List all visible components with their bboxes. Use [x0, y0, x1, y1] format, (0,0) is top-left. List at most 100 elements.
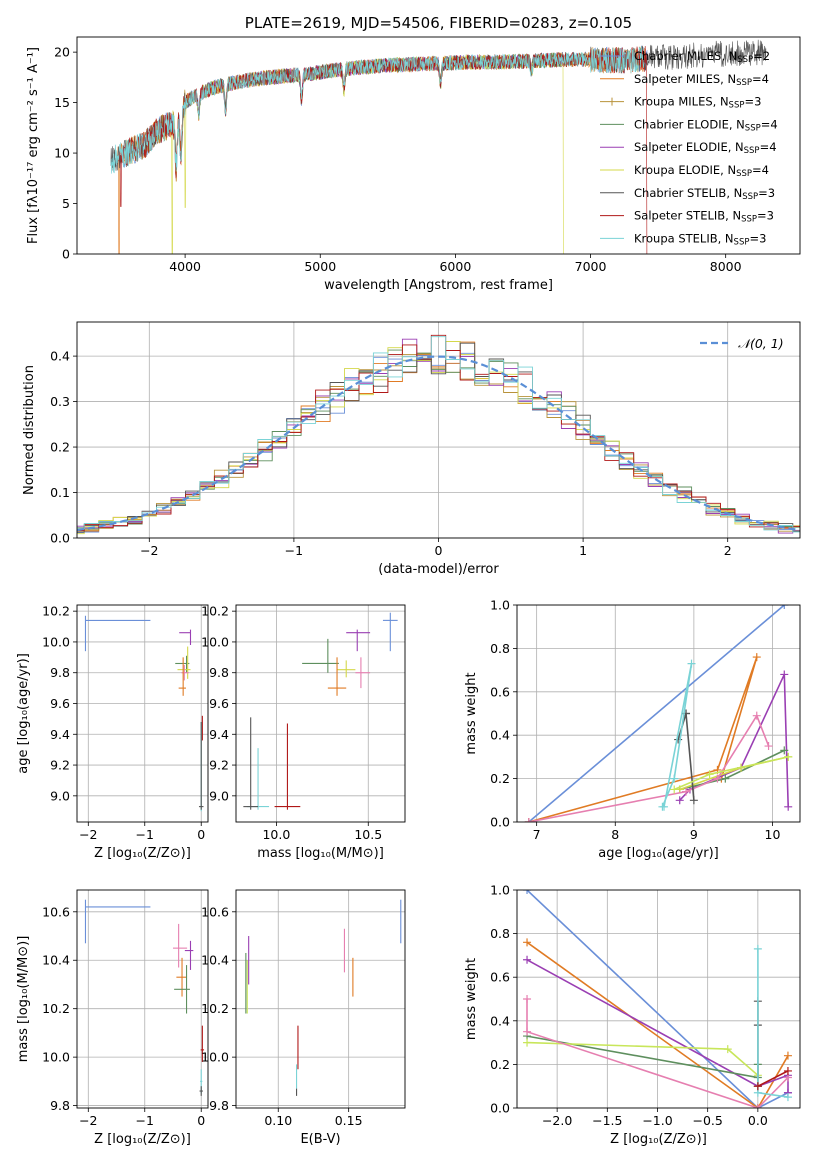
- y-tick-label: 10.0: [42, 634, 70, 649]
- legend-label-suffix: =3: [744, 95, 761, 109]
- errorbar-point: [176, 957, 187, 997]
- plot-area-weight_vs_Z: [517, 890, 800, 1108]
- legend-label-suffix: =3: [749, 231, 766, 245]
- chart-age_vs_Z: −2 −1 0 9.0 9.2 9.4 9.6 9.8 10.0 10.2 Z [log₁₀(Z/Z…: [16, 604, 209, 861]
- x-tick-label: 2: [724, 543, 732, 558]
- x-tick-label: 0.0: [748, 1113, 768, 1128]
- weight-marker: [783, 1093, 792, 1102]
- weight-marker: [721, 774, 730, 783]
- y-tick-label: 9.2: [209, 758, 229, 773]
- gridlines: [517, 890, 800, 1108]
- weight-marker: [780, 746, 789, 755]
- errorbar-point: [200, 1025, 205, 1062]
- x-axis-label: age [log₁₀(age/yr)]: [598, 846, 719, 861]
- gridlines: [77, 605, 208, 822]
- x-tick-label: 0.10: [264, 1113, 292, 1128]
- x-tick-label: 4000: [169, 259, 201, 274]
- x-tick-label: 0: [197, 1113, 205, 1128]
- y-axis-label: mass weight: [464, 958, 479, 1040]
- x-tick-label: −2: [79, 1113, 97, 1128]
- weight-series: [524, 605, 789, 822]
- weight-marker: [524, 818, 533, 822]
- y-tick-label: 1.0: [490, 883, 510, 898]
- legend-label-sub: SSP: [744, 146, 760, 156]
- errorbar-point: [178, 657, 186, 696]
- legend-label-sub: SSP: [736, 78, 752, 88]
- y-tick-label: 10.0: [201, 1050, 229, 1065]
- legend-label: Kroupa MILES, NSSP=3: [634, 95, 761, 111]
- y-tick-label: 15: [54, 95, 70, 110]
- plot-area-mass_vs_ebv: [236, 890, 405, 1108]
- x-axis-label: Z [log₁₀(Z/Z⊙)]: [610, 1132, 707, 1147]
- errorbar-point: [84, 899, 151, 944]
- y-tick-label: 9.4: [209, 727, 229, 742]
- weight-line: [526, 959, 789, 1093]
- weight-series: [524, 711, 773, 822]
- legend-label-text: Kroupa MILES, N: [634, 95, 729, 109]
- x-tick-label: −2: [79, 827, 97, 842]
- weight-marker: [523, 995, 532, 1003]
- weight-marker: [723, 1045, 732, 1054]
- y-axis-label: mass weight: [464, 672, 479, 754]
- weight-marker: [705, 770, 714, 779]
- chart-residuals: −2 −1 0 1 2 0.0 0.1 0.2 0.3 0.4 (data-model)/error…: [22, 321, 801, 577]
- x-tick-label: 8: [611, 827, 619, 842]
- errorbar-point: [179, 629, 192, 646]
- weight-marker: [660, 802, 669, 811]
- errorbar-point: [327, 657, 347, 696]
- y-tick-label: 9.6: [209, 696, 229, 711]
- weight-line: [526, 999, 789, 1108]
- weight-series: [753, 1066, 792, 1091]
- legend-label-suffix: =3: [758, 186, 775, 200]
- weight-marker: [784, 752, 793, 761]
- chart-weight_vs_Z: −2.0 −1.5 −1.0 −0.5 0.0 0.0 0.2 0.4 0.6 0.8 1.0 Z […: [464, 883, 801, 1147]
- legend-label-sub: SSP: [737, 55, 753, 65]
- weight-marker: [752, 711, 761, 720]
- y-tick-label: 0: [62, 247, 70, 262]
- weight-marker: [687, 659, 696, 668]
- legend-label: Salpeter MILES, NSSP=4: [634, 72, 769, 88]
- y-tick-label: 10.2: [42, 1001, 70, 1016]
- y-tick-label: 10.4: [42, 953, 70, 968]
- legend-label-text: Salpeter ELODIE, N: [634, 140, 744, 154]
- weight-marker: [753, 944, 762, 953]
- errorbar-point: [199, 1086, 203, 1096]
- axes-frame: [76, 604, 209, 823]
- y-tick-label: 0.3: [50, 394, 70, 409]
- spectrum-line: [118, 45, 648, 254]
- weight-marker: [523, 890, 532, 894]
- normal-curve: [77, 355, 798, 532]
- legend-label-suffix: =4: [752, 72, 769, 86]
- y-tick-label: 0.2: [490, 771, 510, 786]
- plot-area-residuals: [77, 322, 800, 538]
- weight-marker: [523, 1038, 532, 1047]
- axes-frame: [76, 889, 209, 1109]
- errorbar-point: [198, 721, 204, 810]
- y-tick-label: 9.8: [50, 665, 70, 680]
- y-tick-label: 0.0: [490, 1101, 510, 1116]
- weight-series: [753, 944, 792, 1102]
- y-tick-label: 9.8: [50, 1098, 70, 1113]
- weight-line: [528, 605, 785, 822]
- plot-area-age_vs_Z: [77, 605, 208, 822]
- legend-label: Chabrier STELIB, NSSP=3: [634, 186, 775, 202]
- weight-marker: [780, 605, 789, 609]
- y-tick-label: 9.0: [50, 788, 70, 803]
- weight-line: [757, 1070, 789, 1087]
- chart-weight_vs_age: 7 8 9 10 0.0 0.2 0.4 0.6 0.8 1.0 age [log₁₀(age/yr…: [464, 598, 801, 861]
- x-tick-label: −1.0: [642, 1113, 672, 1128]
- errorbar-point: [184, 940, 194, 970]
- gridlines: [236, 890, 405, 1108]
- spectrum-line: [110, 46, 645, 174]
- y-tick-label: 10.0: [42, 1050, 70, 1065]
- gridlines: [77, 890, 208, 1108]
- plot-area-age_vs_mass: [236, 605, 405, 822]
- chart-spectrum: 4000 5000 6000 7000 8000 0 5 10 15 20 wavelength […: [26, 14, 801, 293]
- x-axis-label: Z [log₁₀(Z/Z⊙)]: [94, 846, 191, 861]
- errorbar-point: [355, 657, 371, 689]
- weight-series: [658, 659, 696, 811]
- legend-label: Salpeter STELIB, NSSP=3: [634, 209, 774, 225]
- x-tick-label: 0: [435, 543, 443, 558]
- axes-frame: [516, 889, 801, 1109]
